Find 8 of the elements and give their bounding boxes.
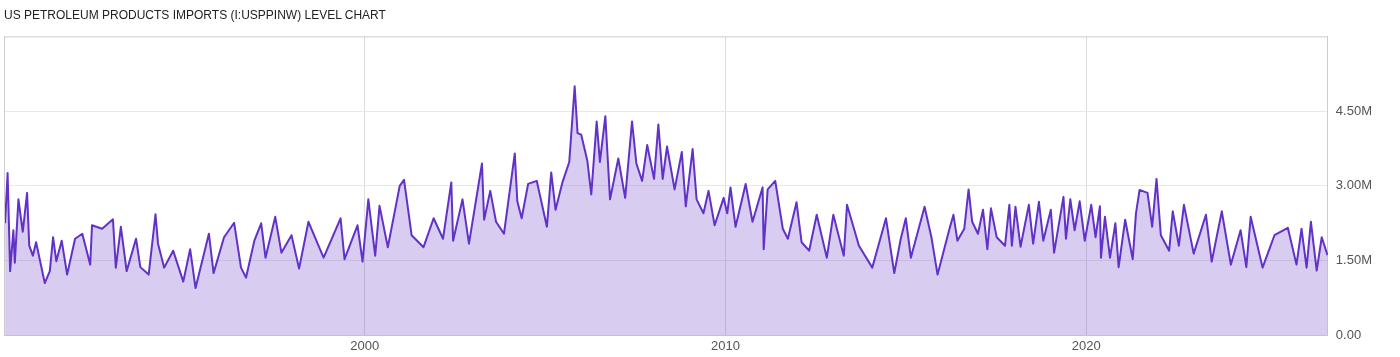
y-tick-label: 0.00 [1335, 326, 1362, 342]
y-tick-label: 3.00M [1335, 177, 1373, 193]
x-tick-label: 2020 [1071, 337, 1101, 353]
x-tick-label: 2000 [350, 337, 380, 353]
y-tick-label: 1.50M [1335, 252, 1373, 268]
y-tick-label: 4.50M [1335, 102, 1373, 118]
x-tick-label: 2010 [710, 337, 740, 353]
chart-title: US PETROLEUM PRODUCTS IMPORTS (I:USPPINW) LEVEL CHART [4, 7, 387, 22]
